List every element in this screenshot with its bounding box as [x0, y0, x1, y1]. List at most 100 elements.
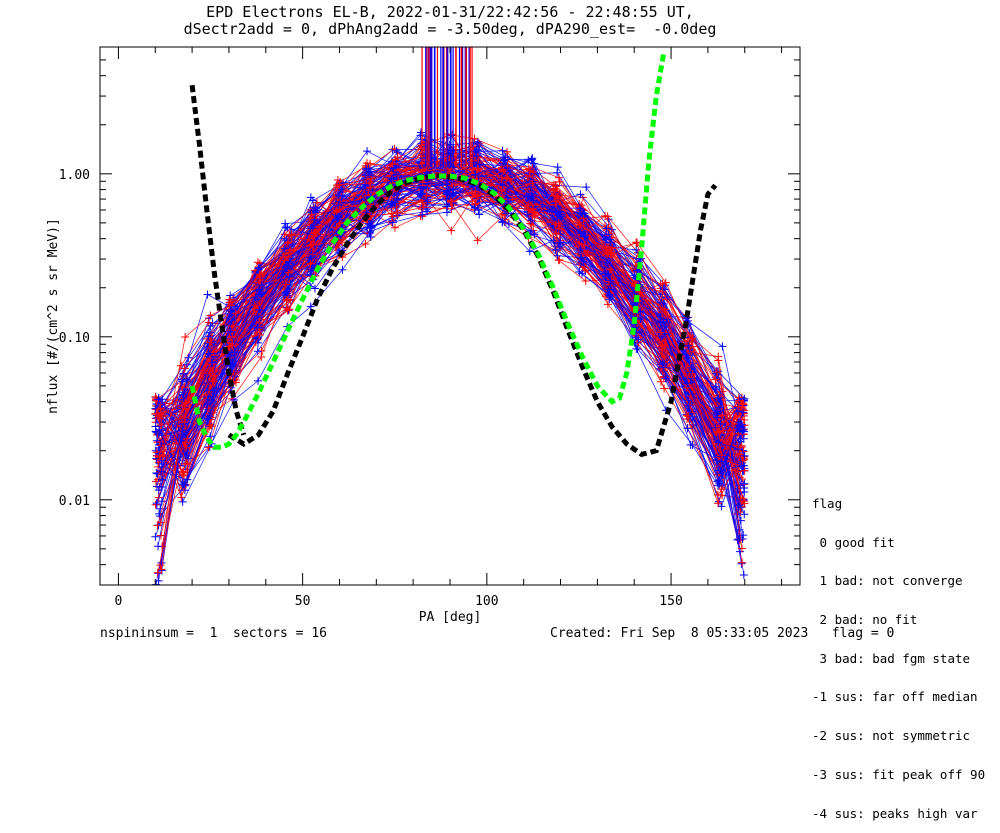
trace-marker: [363, 147, 372, 156]
trace-marker: [333, 181, 342, 190]
trace-marker: [740, 406, 749, 415]
trace-marker: [581, 276, 590, 285]
trace-marker: [526, 216, 535, 225]
trace-marker: [475, 210, 484, 219]
trace-marker: [576, 260, 585, 269]
legend-title: flag: [812, 495, 843, 511]
trace-marker: [447, 197, 456, 206]
trace-marker: [203, 290, 212, 299]
trace-marker: [228, 341, 237, 350]
legend-entry: -3 sus: fit peak off 90: [812, 766, 986, 782]
trace-marker: [392, 146, 401, 155]
trace-marker: [152, 396, 161, 405]
trace-marker: [474, 145, 483, 154]
trace-marker: [281, 223, 290, 232]
trace-marker: [416, 128, 425, 137]
trace-marker: [367, 221, 376, 230]
trace-marker: [580, 241, 589, 250]
trace-marker: [366, 233, 375, 242]
trace-marker: [737, 474, 746, 483]
trace-marker: [579, 214, 588, 223]
footer-left-text: nspininsum = 1 sectors = 16: [100, 626, 327, 641]
trace-marker: [178, 497, 187, 506]
trace-marker: [555, 177, 564, 186]
trace-marker: [257, 280, 266, 289]
trace-marker: [575, 204, 584, 213]
trace-marker: [308, 223, 317, 232]
trace-marker: [306, 193, 315, 202]
trace-marker: [280, 256, 289, 265]
trace-marker: [601, 211, 610, 220]
trace-marker: [153, 409, 162, 418]
trace-marker: [284, 268, 293, 277]
trace-marker: [528, 204, 537, 213]
trace-marker: [606, 276, 615, 285]
trace-marker: [280, 230, 289, 239]
trace-marker: [661, 278, 670, 287]
trace-marker: [178, 430, 187, 439]
trace-marker: [154, 542, 163, 551]
trace-marker: [502, 189, 511, 198]
y-tick-label: 1.00: [59, 168, 90, 183]
trace-marker: [153, 521, 162, 530]
trace-marker: [553, 163, 562, 172]
trace-marker: [158, 452, 167, 461]
trace-marker: [740, 451, 749, 460]
trace-marker: [228, 358, 237, 367]
trace-marker: [152, 482, 161, 491]
trace-marker: [602, 224, 611, 233]
trace-marker: [603, 300, 612, 309]
trace-marker: [553, 168, 562, 177]
trace-marker: [209, 371, 218, 380]
trace-marker: [528, 216, 537, 225]
trace-marker: [335, 219, 344, 228]
trace-marker: [183, 434, 192, 443]
trace-marker: [151, 532, 160, 541]
trace-marker: [734, 445, 743, 454]
trace-marker: [554, 173, 563, 182]
trace-marker: [499, 159, 508, 168]
trace-marker: [152, 448, 161, 457]
trace-marker: [286, 246, 295, 255]
trace-marker: [739, 571, 748, 580]
trace-marker: [660, 384, 669, 393]
trace-marker: [157, 467, 166, 476]
trace-marker: [712, 427, 721, 436]
trace-marker: [152, 469, 161, 478]
trace-marker: [470, 204, 479, 213]
trace-marker: [606, 265, 615, 274]
trace-marker: [550, 199, 559, 208]
trace-marker: [683, 379, 692, 388]
x-tick-label: 50: [295, 594, 311, 609]
flux-trace: [155, 176, 748, 489]
trace-marker: [579, 258, 588, 267]
trace-marker: [180, 418, 189, 427]
trace-marker: [528, 189, 537, 198]
trace-marker: [737, 544, 746, 553]
trace-marker: [158, 475, 167, 484]
trace-marker: [255, 270, 264, 279]
trace-marker: [332, 206, 341, 215]
footer-right-text: Created: Fri Sep 8 05:33:05 2023 flag = …: [550, 626, 895, 641]
trace-marker: [658, 287, 667, 296]
trace-marker: [448, 130, 457, 139]
trace-marker: [576, 221, 585, 230]
trace-marker: [498, 218, 507, 227]
y-tick-label: 0.01: [59, 494, 90, 509]
trace-line: [161, 178, 745, 576]
trace-marker: [393, 209, 402, 218]
trace-marker: [688, 412, 697, 421]
legend-entry: 3 bad: bad fgm state: [812, 650, 971, 666]
trace-marker: [181, 332, 190, 341]
trace-marker: [282, 287, 291, 296]
trace-marker: [736, 422, 745, 431]
trace-marker: [306, 259, 315, 268]
trace-marker: [658, 344, 667, 353]
trace-marker: [365, 183, 374, 192]
x-tick-label: 0: [115, 594, 123, 609]
x-tick-label: 100: [475, 594, 498, 609]
trace-marker: [334, 201, 343, 210]
trace-marker: [253, 312, 262, 321]
trace-marker: [686, 363, 695, 372]
trace-marker: [687, 363, 696, 372]
